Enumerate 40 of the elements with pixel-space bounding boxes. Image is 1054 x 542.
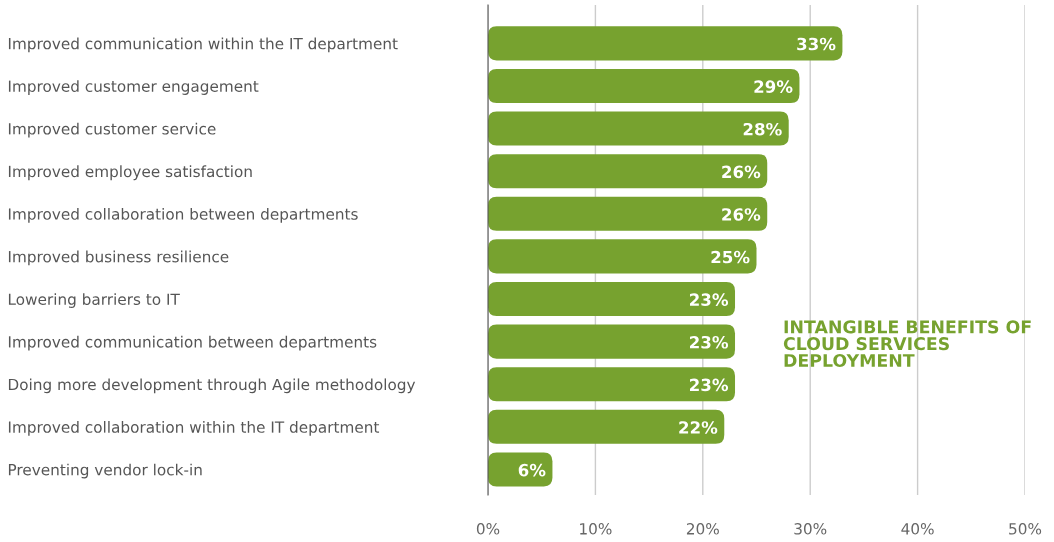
text: INTANGIBLE BENEFITS OF CLOUD SERVICES DEPLOYMENT: [783, 320, 1031, 368]
y-tick-label: Improved communication within the IT department: [8, 37, 398, 53]
bar: [488, 68, 800, 103]
x-tick-label: 50%: [1009, 523, 1042, 535]
x-tick-label: 20%: [686, 523, 719, 535]
x-tick-label: 0%: [476, 523, 500, 535]
y-tick-label: Improved customer engagement: [8, 80, 259, 95]
bar: [488, 239, 757, 274]
bar: [488, 452, 553, 487]
bar: [488, 324, 736, 359]
data-label: 23%: [690, 335, 729, 349]
data-label: 23%: [690, 293, 729, 306]
data-label: 29%: [754, 80, 793, 93]
y-tick-label: Improved communication between departments: [8, 335, 377, 351]
data-label: 26%: [722, 165, 761, 179]
data-label: 33%: [797, 37, 836, 51]
y-tick-label: Improved collaboration between departments: [8, 207, 358, 223]
data-label: 26%: [722, 208, 761, 221]
data-label: 22%: [679, 421, 718, 434]
y-tick-label: Lowering barriers to IT: [8, 293, 180, 308]
bar: [488, 111, 789, 146]
y-tick-label: Doing more development through Agile methodology: [8, 378, 416, 394]
bar: [488, 196, 768, 231]
x-tick-label: 10%: [580, 523, 612, 535]
x-tick-label: 30%: [794, 523, 827, 535]
data-label: 28%: [743, 122, 782, 136]
bar: [488, 367, 736, 402]
y-tick-label: Preventing vendor lock-in: [8, 463, 202, 479]
y-tick-label: Improved customer service: [8, 122, 216, 138]
bar: [488, 409, 725, 444]
data-label: 23%: [690, 378, 729, 392]
data-label: 6%: [518, 463, 546, 477]
y-tick-label: Improved business resilience: [8, 250, 229, 266]
x-tick-label: 40%: [901, 523, 934, 535]
data-label: 25%: [711, 250, 750, 264]
bar: [488, 154, 768, 189]
bar: [488, 281, 736, 317]
bar: [488, 26, 843, 61]
y-tick-label: Improved collaboration within the IT department: [8, 421, 380, 436]
y-tick-label: Improved employee satisfaction: [8, 165, 252, 181]
